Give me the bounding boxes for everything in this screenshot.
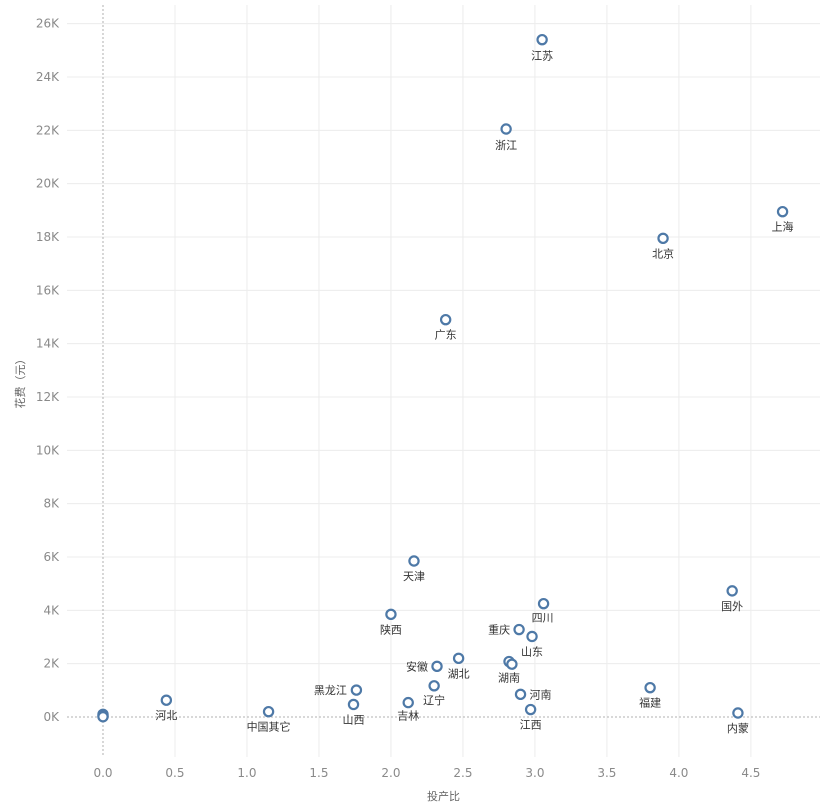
data-point[interactable] (439, 313, 452, 326)
x-tick-label: 4.0 (669, 766, 688, 780)
data-point[interactable] (506, 658, 518, 670)
x-tick-label: 2.0 (381, 766, 400, 780)
y-tick-label: 22K (36, 123, 60, 137)
point-label: 广东 (435, 329, 457, 342)
y-tick-label: 16K (36, 283, 60, 297)
point-label: 山西 (343, 713, 365, 726)
point-label: 四川 (532, 612, 554, 625)
y-tick-label: 12K (36, 390, 60, 404)
x-tick-label: 4.5 (741, 766, 760, 780)
point-label: 辽宁 (423, 693, 445, 707)
point-label: 山东 (521, 645, 543, 658)
y-tick-label: 2K (43, 657, 60, 671)
point-label: 湖北 (448, 667, 470, 680)
point-label: 上海 (772, 220, 794, 234)
data-point[interactable] (262, 705, 275, 718)
point-label: 内蒙 (727, 721, 749, 735)
point-label: 重庆 (488, 623, 510, 637)
point-label: 安徽 (406, 659, 428, 673)
y-tick-label: 26K (36, 17, 60, 31)
data-point[interactable] (514, 688, 527, 701)
data-point[interactable] (452, 652, 465, 665)
data-point[interactable] (726, 585, 738, 597)
data-point[interactable] (431, 660, 443, 673)
x-gridlines (174, 5, 752, 757)
data-points (97, 33, 789, 723)
x-tick-labels: 0.0 0.5 1.0 1.5 2.0 2.5 3.0 3.5 4.0 4.5 (93, 766, 760, 780)
data-point[interactable] (776, 205, 789, 218)
y-tick-label: 18K (36, 230, 60, 244)
y-tick-label: 0K (43, 710, 60, 724)
point-label: 湖南 (498, 672, 520, 685)
y-gridlines (67, 23, 820, 665)
point-label: 北京 (652, 246, 674, 260)
point-label: 河北 (155, 709, 177, 722)
data-point[interactable] (500, 123, 512, 135)
data-point[interactable] (513, 623, 525, 636)
data-point[interactable] (402, 696, 414, 709)
data-point[interactable] (385, 608, 397, 621)
y-axis-title: 花费（元） (14, 354, 27, 409)
data-point[interactable] (657, 232, 669, 245)
point-label: 中国其它 (247, 720, 291, 734)
data-point[interactable] (537, 597, 550, 610)
x-tick-label: 1.0 (237, 766, 256, 780)
data-point[interactable] (347, 698, 360, 711)
point-label: 浙江 (495, 139, 517, 152)
x-axis-title: 投产比 (427, 789, 460, 803)
y-tick-label: 24K (36, 70, 60, 84)
point-label: 河南 (530, 688, 552, 701)
x-tick-label: 1.5 (309, 766, 328, 780)
data-point[interactable] (97, 711, 109, 723)
data-point[interactable] (524, 703, 537, 716)
data-point[interactable] (428, 680, 440, 692)
point-label: 江苏 (531, 50, 553, 63)
y-tick-label: 8K (43, 497, 60, 511)
point-label: 吉林 (397, 709, 419, 723)
point-label: 江西 (520, 719, 542, 732)
x-tick-label: 0.0 (93, 766, 112, 780)
point-label: 陕西 (380, 622, 402, 636)
x-tick-label: 3.5 (597, 766, 616, 780)
point-label: 黑龙江 (314, 684, 347, 697)
point-label: 天津 (403, 570, 425, 583)
data-point[interactable] (644, 681, 656, 694)
y-tick-label: 20K (36, 177, 60, 191)
data-point[interactable] (408, 555, 420, 567)
data-point[interactable] (526, 630, 538, 643)
y-tick-label: 10K (36, 443, 60, 457)
data-point[interactable] (350, 684, 363, 696)
data-point[interactable] (536, 33, 548, 46)
point-label: 福建 (639, 696, 661, 710)
data-point[interactable] (160, 694, 173, 706)
data-point[interactable] (732, 707, 744, 719)
x-tick-label: 0.5 (165, 766, 184, 780)
y-tick-label: 4K (43, 603, 60, 617)
x-tick-label: 3.0 (525, 766, 544, 780)
y-tick-label: 6K (43, 550, 60, 564)
y-tick-labels: 0K 2K 4K 6K 8K 10K 12K 14K 16K 18K 20K 22K 24K 26K (36, 17, 60, 724)
y-tick-label: 14K (36, 337, 60, 351)
point-label: 国外 (721, 600, 743, 613)
x-tick-label: 2.5 (453, 766, 472, 780)
